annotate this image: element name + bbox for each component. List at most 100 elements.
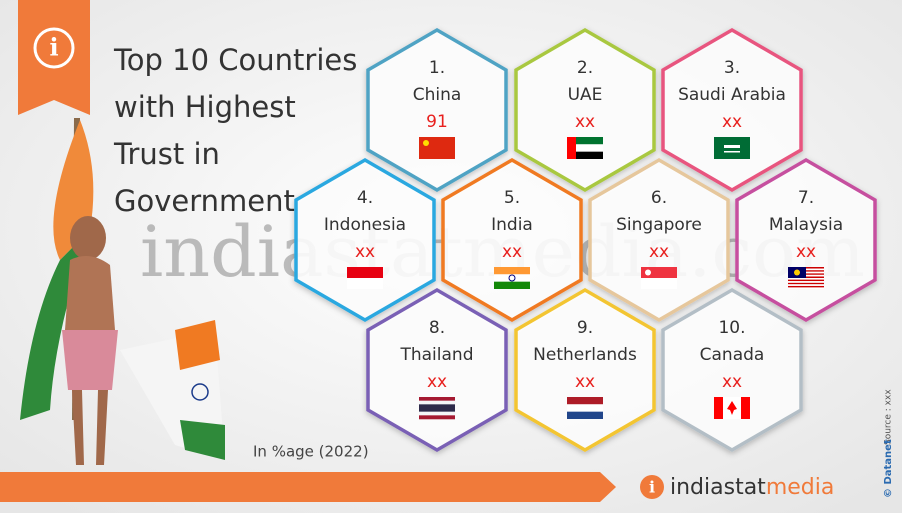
value: 91	[426, 112, 448, 132]
country-cell: 9. Netherlands xx	[514, 287, 656, 453]
flag	[714, 137, 750, 159]
value: xx	[575, 112, 595, 132]
logo-part2: media	[766, 475, 835, 500]
country-cell: 3. Saudi Arabia xx	[661, 27, 803, 193]
copyright: © Datanet	[883, 439, 894, 498]
country-cell: 7. Malaysia xx	[735, 157, 877, 323]
title-line: Top 10 Countries	[113, 43, 357, 77]
country-name: Netherlands	[533, 345, 637, 365]
logo-part1: indiastat	[670, 475, 766, 500]
rank: 10.	[718, 318, 745, 338]
flag	[494, 267, 530, 289]
hexagon	[366, 287, 508, 453]
country-name: Malaysia	[769, 215, 843, 235]
footer-bar	[0, 472, 616, 502]
country-cell: 1. China 91	[366, 27, 508, 193]
hexagon	[661, 287, 803, 453]
flag-moon	[645, 269, 651, 276]
value: xx	[355, 242, 375, 262]
unit-note: In %age (2022)	[253, 443, 369, 461]
info-icon	[33, 27, 75, 69]
source: Source : xxx	[884, 389, 894, 445]
hexagon	[441, 157, 583, 323]
rank: 7.	[798, 188, 814, 208]
hexagon	[514, 287, 656, 453]
country-name: China	[413, 85, 462, 105]
flag-stripe	[788, 285, 824, 288]
info-icon-glyph: i	[49, 33, 58, 62]
flag-emblem	[724, 151, 740, 153]
country-cell: 6. Singapore xx	[588, 157, 730, 323]
flag-field	[494, 281, 530, 289]
hexagon	[294, 157, 436, 323]
country-cell: 10. Canada xx	[661, 287, 803, 453]
value: xx	[722, 112, 742, 132]
rank: 3.	[724, 58, 740, 78]
flag-band	[714, 397, 723, 419]
logo-icon	[640, 475, 664, 499]
hexagon	[366, 27, 508, 193]
flag-stripe	[788, 281, 824, 283]
country-name: Singapore	[616, 215, 702, 235]
flag	[419, 137, 455, 159]
title: Top 10 Countries with Highest Trust in Gove…	[113, 43, 357, 218]
flag-field	[419, 137, 455, 159]
rank: 4.	[357, 188, 373, 208]
value: xx	[502, 242, 522, 262]
flag-field	[347, 278, 383, 289]
flag-star	[423, 140, 429, 146]
country-cell: 5. India xx	[441, 157, 583, 323]
flag-star	[794, 269, 800, 276]
flag-stripe	[788, 278, 824, 280]
country-grid: 1. China 91 2. UAE xx 3. Saudi Arabia xx 4. Indone…	[294, 27, 877, 453]
flag	[567, 397, 603, 419]
flag	[641, 267, 677, 289]
flag-field	[567, 144, 603, 152]
flag-field	[641, 267, 677, 278]
flag-band	[741, 397, 750, 419]
flag-stripe	[788, 284, 824, 286]
value: xx	[649, 242, 669, 262]
flag	[788, 267, 824, 289]
value: xx	[427, 372, 447, 392]
flag-stripe	[419, 415, 455, 420]
hexagon	[514, 27, 656, 193]
flag	[714, 397, 750, 419]
rank: 5.	[504, 188, 520, 208]
logo-icon-glyph: i	[649, 478, 655, 497]
country-name: UAE	[568, 85, 603, 105]
flag-stripe	[567, 411, 603, 419]
flag-stripe	[567, 404, 603, 412]
country-name: Thailand	[399, 345, 473, 365]
hexagon	[735, 157, 877, 323]
flag	[567, 137, 603, 159]
flag-stripe	[419, 404, 455, 409]
flag	[347, 267, 383, 289]
flag-leaf	[727, 401, 737, 415]
flag-field	[567, 151, 603, 159]
flag-stripe	[788, 287, 824, 289]
flag-field	[494, 274, 530, 282]
flag-field	[494, 267, 530, 275]
info-tab	[18, 0, 90, 115]
rank: 6.	[651, 188, 667, 208]
rank: 9.	[577, 318, 593, 338]
logo: indiastatmedia	[670, 475, 834, 500]
flag-emblem	[724, 145, 740, 148]
flag-field	[347, 267, 383, 278]
title-line: Trust in	[113, 137, 220, 171]
hexagon	[661, 27, 803, 193]
country-cell: 8. Thailand xx	[366, 287, 508, 453]
value: xx	[796, 242, 816, 262]
rank: 8.	[429, 318, 445, 338]
country-cell: 4. Indonesia xx	[294, 157, 436, 323]
flag-chakra	[508, 274, 516, 282]
country-name: Indonesia	[324, 215, 406, 235]
rank: 1.	[429, 58, 445, 78]
value: xx	[722, 372, 742, 392]
flag-stripe	[419, 408, 455, 412]
flag-stripe	[419, 400, 455, 405]
flag	[419, 397, 455, 420]
country-name: Saudi Arabia	[678, 85, 786, 105]
